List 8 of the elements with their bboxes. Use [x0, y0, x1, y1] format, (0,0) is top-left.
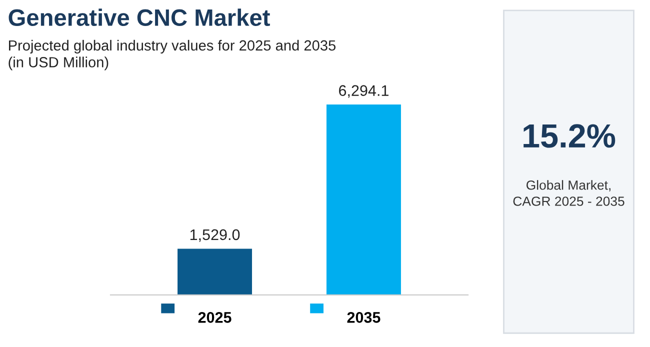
text: 15.2% — [524, 124, 616, 148]
data-label: 6,294.1 — [339, 85, 388, 98]
data-label: 1,529.0 — [190, 229, 240, 242]
text: Global Market, CAGR 2025 - 2035 — [513, 180, 624, 206]
chart-title: Generative CNC Market — [8, 8, 270, 26]
x-tick-label: 2035 — [347, 312, 380, 323]
chart-subtitle: Projected global industry values for 2025 and 2035 (in USD Million) — [8, 40, 336, 70]
x-tick-label: 2025 — [198, 312, 232, 323]
